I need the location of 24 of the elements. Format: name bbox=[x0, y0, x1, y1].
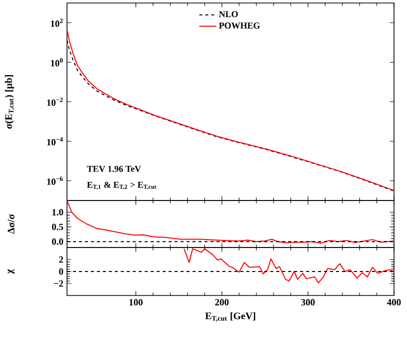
line-series bbox=[184, 248, 394, 284]
y-tick-label: 10$^{−6}$ bbox=[47, 176, 63, 185]
y-tick-label: −2 bbox=[54, 280, 64, 287]
x-tick-label: 200 bbox=[215, 299, 229, 306]
x-axis-title: E$_{T,cut}$ [GeV] bbox=[205, 312, 256, 322]
legend-label: POWHEG bbox=[218, 22, 260, 29]
y-axis-title: σ(E$_{T,cut}$) [μb] bbox=[4, 75, 14, 129]
y-tick-label: 0.5 bbox=[52, 224, 64, 230]
x-tick-label: 300 bbox=[301, 299, 315, 306]
y-tick-label: 1.0 bbox=[52, 209, 64, 216]
x-tick-label: 400 bbox=[387, 299, 401, 306]
y-tick-label: 0 bbox=[59, 268, 64, 275]
y-tick-label: 10$^{−2}$ bbox=[47, 98, 63, 106]
y-tick-label: 10$^{2}$ bbox=[50, 18, 63, 27]
annotation: TEV 1.96 TeV bbox=[87, 166, 141, 172]
legend-label: NLO bbox=[219, 11, 238, 18]
x-tick-label: 100 bbox=[130, 299, 143, 306]
y-tick-label: 10$^{0}$ bbox=[50, 58, 63, 66]
y-tick-label: 0.0 bbox=[52, 238, 64, 245]
y-axis-title: Δσ/σ bbox=[8, 214, 14, 234]
y-axis-title: χ bbox=[8, 269, 14, 274]
y-tick-label: 10$^{−4}$ bbox=[47, 137, 63, 146]
y-tick-label: 2 bbox=[59, 256, 64, 263]
annotation: E$_{T,1}$ & E$_{T,2}$ > E$_{T,cut}$ bbox=[87, 182, 156, 190]
